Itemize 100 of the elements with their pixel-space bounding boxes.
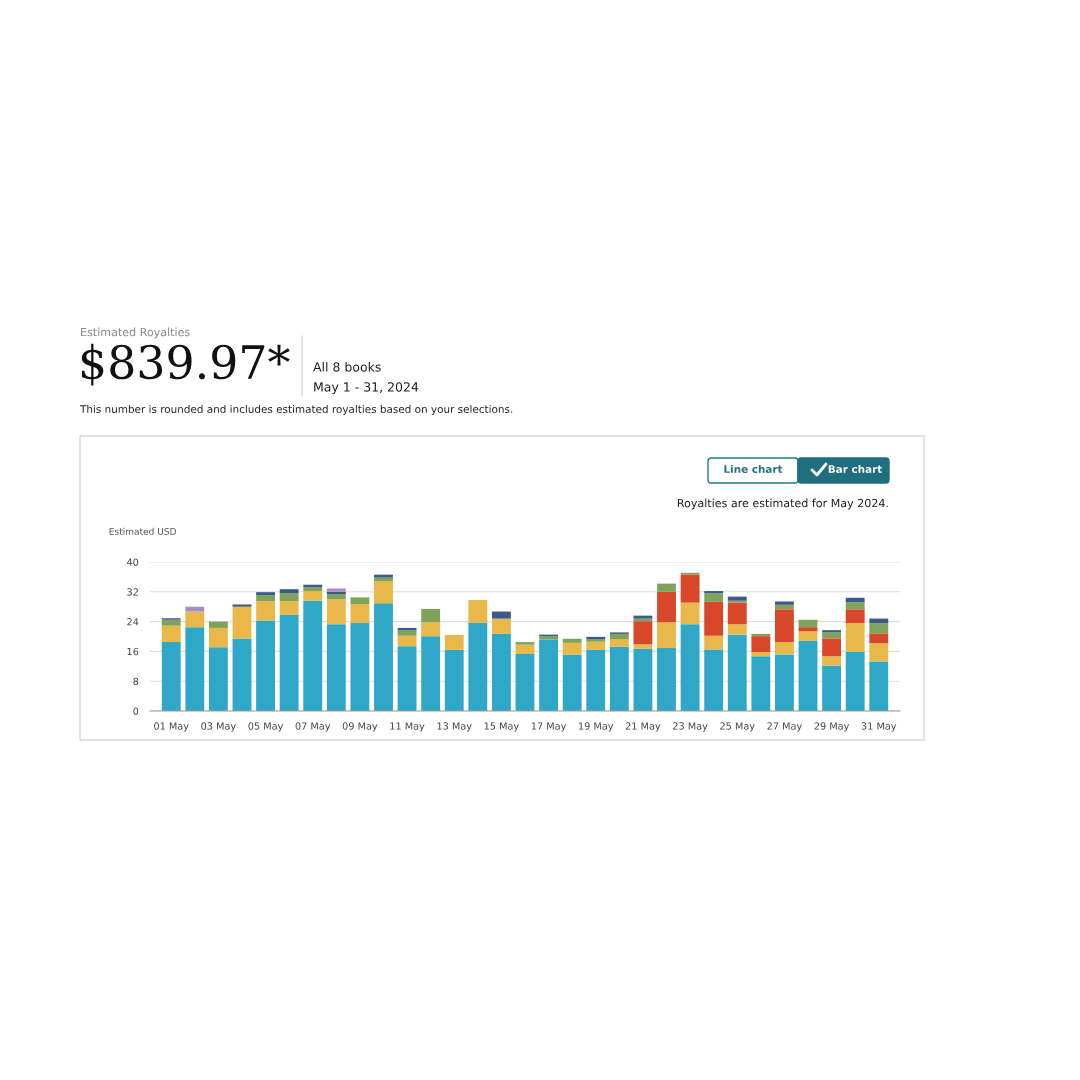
bar xyxy=(822,632,842,639)
y-tick-label: 24 xyxy=(127,618,139,626)
bar xyxy=(350,597,370,605)
bar xyxy=(303,591,323,601)
text: May 1 - 31, 2024 xyxy=(314,382,419,395)
bar xyxy=(491,611,511,619)
bar xyxy=(491,618,511,634)
bar xyxy=(751,633,771,637)
text: Line chart xyxy=(724,464,783,474)
bar xyxy=(751,656,771,711)
bar xyxy=(397,630,417,636)
bar xyxy=(845,623,865,652)
bar xyxy=(633,644,653,649)
y-tick-label: 40 xyxy=(126,558,139,566)
bar xyxy=(326,599,346,625)
bar xyxy=(562,654,582,711)
bar xyxy=(539,639,559,711)
text: Bar chart xyxy=(828,464,882,474)
x-tick-label: 17 May xyxy=(531,722,567,732)
text: Royalties are estimated for May 2024. xyxy=(677,498,888,510)
bar xyxy=(397,635,417,647)
bar xyxy=(657,648,676,711)
bar xyxy=(704,635,724,650)
bar xyxy=(161,625,181,643)
bar xyxy=(185,627,205,711)
x-tick-label: 23 May xyxy=(673,722,708,732)
bar xyxy=(491,633,511,711)
bar xyxy=(468,600,488,624)
x-tick-label: 27 May xyxy=(767,722,802,732)
bar xyxy=(421,608,441,623)
y-tick-label: 16 xyxy=(127,647,139,656)
bar xyxy=(326,594,346,600)
x-tick-label: 01 May xyxy=(154,722,189,732)
bar xyxy=(727,624,747,635)
bar xyxy=(232,604,252,607)
bar xyxy=(798,631,818,641)
x-tick-label: 31 May xyxy=(861,722,897,732)
x-tick-label: 05 May xyxy=(248,722,284,732)
bar xyxy=(208,647,228,711)
bar xyxy=(350,604,370,624)
bar xyxy=(161,619,181,626)
bar xyxy=(562,638,582,643)
bar xyxy=(704,591,724,594)
bar xyxy=(232,606,252,639)
bar xyxy=(845,609,865,624)
bar xyxy=(397,627,417,631)
bar xyxy=(444,649,464,711)
bar xyxy=(279,601,299,615)
bar xyxy=(775,609,794,643)
bar xyxy=(869,633,889,644)
x-tick-label: 11 May xyxy=(390,722,425,732)
bar xyxy=(704,593,724,602)
bar xyxy=(303,600,323,711)
bar xyxy=(256,601,275,621)
bar xyxy=(775,604,794,610)
bar xyxy=(869,643,889,662)
bar xyxy=(208,627,228,648)
x-tick-label: 25 May xyxy=(720,722,755,732)
bar xyxy=(798,627,818,632)
chart-title: $839.97* xyxy=(81,343,290,386)
text: Estimated Royalties xyxy=(81,327,190,339)
x-tick-label: 21 May xyxy=(625,722,661,732)
bar xyxy=(444,635,464,650)
bar xyxy=(657,583,676,592)
bar xyxy=(751,652,771,657)
text: This number is rounded and includes estimated royalties based on your selections. xyxy=(79,404,513,416)
bar xyxy=(303,587,323,592)
bar xyxy=(822,656,842,666)
bar xyxy=(421,622,441,637)
bar xyxy=(562,642,582,655)
bar xyxy=(704,649,724,711)
bar xyxy=(232,638,252,711)
bar xyxy=(680,574,700,603)
bar xyxy=(869,618,889,624)
bar xyxy=(775,654,794,711)
x-tick-label: 29 May xyxy=(814,722,850,732)
bar xyxy=(468,623,488,711)
bar xyxy=(515,642,535,645)
bar xyxy=(586,641,606,650)
bar xyxy=(869,661,889,711)
bar xyxy=(727,602,747,625)
bar xyxy=(609,639,629,647)
bar xyxy=(845,651,865,711)
bar xyxy=(279,593,299,602)
x-tick-label: 13 May xyxy=(437,722,472,732)
bar xyxy=(279,614,299,711)
bar xyxy=(657,622,676,649)
bar xyxy=(775,642,794,655)
bar xyxy=(515,644,535,655)
bar xyxy=(421,636,441,711)
y-tick-label: 8 xyxy=(133,677,139,686)
bar xyxy=(397,646,417,711)
bar xyxy=(586,649,606,711)
bar xyxy=(775,601,794,605)
bar xyxy=(727,634,747,711)
y-tick-label: 0 xyxy=(133,707,139,715)
bar xyxy=(326,624,346,711)
bar xyxy=(822,638,842,657)
y-tick-label: 32 xyxy=(127,588,138,596)
bar xyxy=(256,592,275,596)
